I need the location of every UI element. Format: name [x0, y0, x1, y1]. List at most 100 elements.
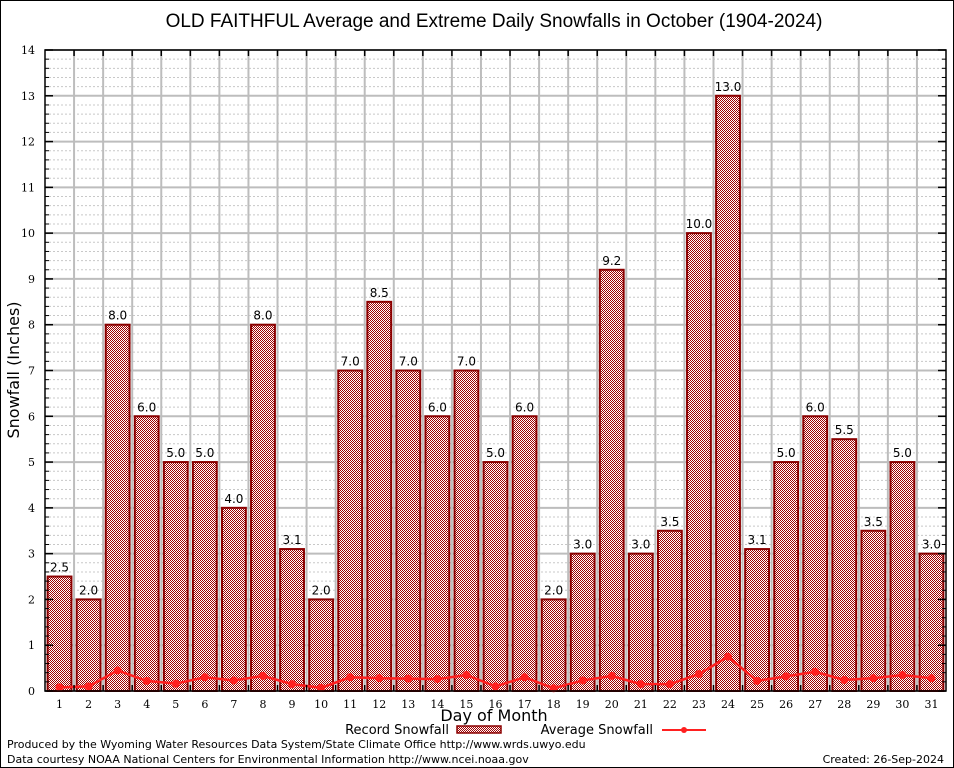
average-point-day-8: [258, 671, 267, 680]
bar-value-label: 5.0: [195, 446, 214, 460]
bar-value-label: 2.0: [312, 583, 331, 597]
bars: [46, 94, 945, 693]
average-point-day-4: [142, 676, 151, 685]
bar-record-day-5: [162, 461, 189, 693]
bar-record-day-25: [744, 548, 770, 692]
bar-record-day-8: [250, 323, 276, 692]
bar-labels: 2.5 2.0 8.0 6.0 5.0 5.0 4.0 8.0 3.1 2.0 7.0 8.5 7.0 6…: [50, 80, 941, 598]
x-tick-label: 28: [837, 698, 851, 711]
bar-record-day-17: [511, 415, 538, 692]
x-tick-label: 16: [489, 698, 503, 711]
average-point-day-31: [927, 674, 936, 683]
legend-label-record: Record Snowfall: [345, 723, 449, 738]
legend: Record Snowfall Average Snowfall: [345, 723, 706, 738]
y-tick-label: 14: [21, 44, 35, 57]
bar-record-day-16: [482, 461, 509, 693]
x-tick-label: 26: [779, 698, 793, 711]
y-tick-label: 13: [21, 90, 35, 103]
bar-record-day-30: [889, 461, 916, 693]
average-point-day-19: [578, 676, 587, 685]
bar-value-label: 8.5: [370, 286, 389, 300]
bar-record-day-4: [133, 415, 160, 692]
average-point-day-30: [898, 670, 907, 679]
legend-swatch-record: [456, 725, 502, 734]
bar-record-day-9: [279, 548, 305, 692]
bar-value-label: 7.0: [457, 355, 476, 369]
x-tick-label: 19: [576, 698, 590, 711]
y-tick-label: 8: [28, 319, 35, 332]
y-tick-label: 0: [28, 685, 35, 698]
x-tick-label: 30: [895, 698, 909, 711]
average-point-day-5: [171, 679, 180, 688]
bar-record-day-15: [453, 369, 480, 692]
y-tick-label: 3: [28, 548, 35, 561]
x-tick-label: 10: [314, 698, 328, 711]
bar-value-label: 6.0: [515, 400, 534, 414]
average-point-day-26: [782, 672, 791, 681]
bar-value-label: 6.0: [806, 400, 825, 414]
bar-record-day-12: [366, 300, 393, 692]
average-point-day-21: [636, 680, 645, 689]
x-tick-label: 13: [401, 698, 415, 711]
bar-record-day-22: [656, 529, 683, 692]
y-tick-label: 5: [28, 456, 35, 469]
bar-value-label: 5.0: [486, 446, 505, 460]
average-point-day-7: [229, 676, 238, 685]
bar-record-day-18: [540, 598, 567, 693]
x-tick-label: 8: [259, 698, 266, 711]
average-line: [55, 652, 936, 693]
x-tick-label: 17: [518, 698, 532, 711]
average-point-day-23: [694, 670, 703, 679]
bar-record-day-2: [75, 598, 102, 693]
bar-value-label: 6.0: [137, 400, 156, 414]
bar-value-label: 3.0: [922, 538, 941, 552]
average-point-day-13: [404, 674, 413, 683]
bar-record-day-3: [104, 323, 131, 692]
x-tick-label: 2: [85, 698, 92, 711]
x-axis-label: Day of Month: [440, 706, 547, 725]
y-tick-label: 7: [28, 365, 35, 378]
bar-record-day-10: [308, 598, 335, 693]
x-tick-label: 29: [866, 698, 880, 711]
bar-value-label: 7.0: [341, 355, 360, 369]
bar-record-day-7: [221, 506, 247, 692]
average-point-day-15: [462, 670, 471, 679]
average-point-day-24: [724, 652, 733, 661]
average-point-day-28: [840, 676, 849, 685]
bar-record-day-29: [860, 529, 887, 692]
footer-created-date: Created: 26-Sep-2024: [823, 753, 944, 766]
bar-record-day-14: [424, 415, 451, 692]
legend-label-average: Average Snowfall: [541, 723, 653, 738]
bar-value-label: 9.2: [602, 254, 621, 268]
x-tick-label: 5: [172, 698, 179, 711]
bar-record-day-1: [46, 575, 73, 692]
bar-value-label: 3.0: [631, 538, 650, 552]
chart-title: OLD FAITHFUL Average and Extreme Daily S…: [166, 11, 823, 32]
bar-value-label: 3.0: [573, 538, 592, 552]
average-point-day-6: [200, 673, 209, 682]
x-tick-label: 3: [114, 698, 121, 711]
y-tick-label: 4: [28, 502, 35, 515]
y-axis-label: Snowfall (Inches): [4, 301, 23, 438]
bar-value-label: 3.1: [748, 533, 767, 547]
x-tick-label: 11: [343, 698, 357, 711]
bar-value-label: 7.0: [399, 355, 418, 369]
bar-value-label: 3.1: [283, 533, 302, 547]
x-tick-label: 27: [808, 698, 822, 711]
average-point-day-1: [55, 683, 64, 692]
x-tick-label: 4: [143, 698, 150, 711]
bar-record-day-31: [918, 552, 945, 693]
average-point-day-14: [433, 675, 442, 684]
y-tick-label: 10: [21, 227, 35, 240]
average-point-day-16: [491, 682, 500, 691]
x-tick-label: 12: [372, 698, 386, 711]
average-point-day-22: [665, 680, 674, 689]
bar-record-day-6: [191, 461, 218, 693]
bar-record-day-27: [802, 415, 829, 692]
average-point-day-3: [113, 666, 122, 675]
bar-value-label: 2.5: [50, 561, 69, 575]
average-point-day-20: [607, 671, 616, 680]
x-tick-label: 22: [663, 698, 677, 711]
